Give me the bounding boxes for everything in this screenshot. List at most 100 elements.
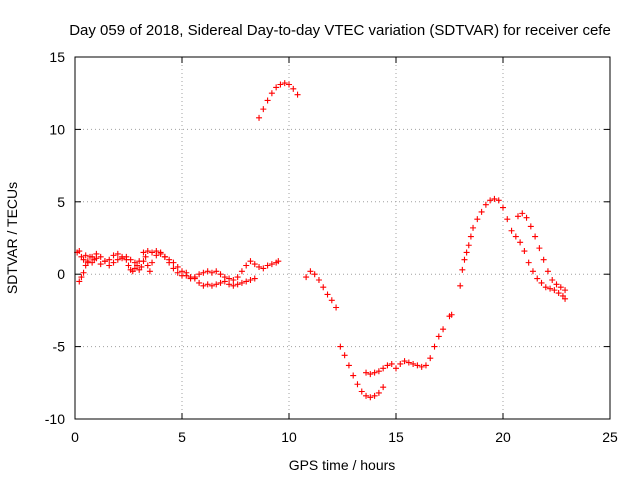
data-point xyxy=(562,287,569,294)
data-point xyxy=(363,392,370,399)
y-tick-label: 15 xyxy=(49,49,65,65)
data-point xyxy=(523,214,530,221)
data-point xyxy=(397,360,404,367)
y-tick-label: -10 xyxy=(45,411,65,427)
data-point xyxy=(459,266,466,273)
data-point xyxy=(514,213,521,220)
data-point xyxy=(544,268,551,275)
data-point xyxy=(512,233,519,240)
data-point xyxy=(146,268,153,275)
data-point xyxy=(380,365,387,372)
series-segment-late-second xyxy=(514,210,569,294)
data-point xyxy=(273,84,280,91)
data-point xyxy=(371,392,378,399)
data-point xyxy=(149,249,156,256)
data-point xyxy=(527,223,534,230)
data-point xyxy=(350,372,357,379)
data-point xyxy=(384,362,391,369)
data-point xyxy=(106,262,113,269)
series-segment-early-lower xyxy=(76,249,258,289)
data-point xyxy=(448,311,455,318)
data-point xyxy=(208,269,215,276)
x-tick-label: 15 xyxy=(388,429,404,445)
data-point xyxy=(500,204,506,211)
data-points xyxy=(74,80,569,401)
data-point xyxy=(375,389,382,396)
data-point xyxy=(290,85,297,92)
data-point xyxy=(256,263,263,270)
chart-title: Day 059 of 2018, Sidereal Day-to-day VTE… xyxy=(69,22,611,39)
data-point xyxy=(76,248,83,255)
data-point xyxy=(106,256,113,263)
data-point xyxy=(256,114,263,121)
data-point xyxy=(519,210,526,217)
data-point xyxy=(183,269,190,276)
data-point xyxy=(275,258,282,265)
data-point xyxy=(547,285,554,292)
data-point xyxy=(307,268,314,275)
data-point xyxy=(221,278,228,285)
data-point xyxy=(281,80,288,87)
data-point xyxy=(532,233,539,240)
data-point xyxy=(508,227,515,234)
data-point xyxy=(405,359,412,366)
series-segment-late-rise xyxy=(457,195,569,302)
data-point xyxy=(517,239,524,246)
data-point xyxy=(465,242,472,249)
data-point xyxy=(161,253,168,260)
data-point xyxy=(487,197,494,204)
plot-frame xyxy=(74,56,611,420)
data-point xyxy=(303,274,310,281)
data-point xyxy=(358,388,365,395)
data-point xyxy=(474,216,481,223)
data-point xyxy=(551,287,558,294)
data-point xyxy=(80,269,87,276)
data-point xyxy=(277,81,284,88)
data-point xyxy=(467,233,474,240)
data-point xyxy=(521,248,528,255)
y-tick-label: 0 xyxy=(57,266,65,282)
data-point xyxy=(286,81,292,88)
data-point xyxy=(131,259,138,266)
x-tick-label: 0 xyxy=(71,429,79,445)
data-point xyxy=(380,384,387,391)
data-point xyxy=(89,253,96,260)
data-point xyxy=(110,259,117,266)
data-point xyxy=(84,259,91,266)
data-point xyxy=(268,261,275,268)
data-point xyxy=(536,245,543,252)
data-point xyxy=(196,271,203,278)
data-point xyxy=(226,281,233,288)
data-point xyxy=(170,265,177,272)
data-point xyxy=(463,249,470,256)
series-segment-descent xyxy=(303,268,340,311)
data-point xyxy=(97,253,104,260)
data-point xyxy=(393,365,399,372)
data-point xyxy=(97,261,104,268)
data-point xyxy=(534,275,541,282)
data-point xyxy=(435,333,442,340)
data-point xyxy=(375,368,382,375)
data-point xyxy=(264,97,271,104)
data-point xyxy=(247,258,254,265)
data-point xyxy=(157,249,164,256)
series-segment-trough-upper xyxy=(363,360,395,378)
data-point xyxy=(138,263,145,270)
data-point xyxy=(422,362,429,369)
data-point xyxy=(345,362,352,369)
data-point xyxy=(470,224,477,231)
y-axis-label: SDTVAR / TECUs xyxy=(4,182,20,294)
data-point xyxy=(114,256,121,263)
data-point xyxy=(93,250,100,257)
series-segment-recovery xyxy=(393,311,455,372)
data-point xyxy=(268,90,275,97)
data-point xyxy=(388,360,395,367)
data-point xyxy=(170,259,177,266)
data-point xyxy=(457,282,464,289)
series-segment-peak xyxy=(256,80,301,121)
data-point xyxy=(557,284,564,291)
data-point xyxy=(495,197,502,204)
data-point xyxy=(213,281,220,288)
data-point xyxy=(555,290,562,297)
data-point xyxy=(431,343,438,350)
